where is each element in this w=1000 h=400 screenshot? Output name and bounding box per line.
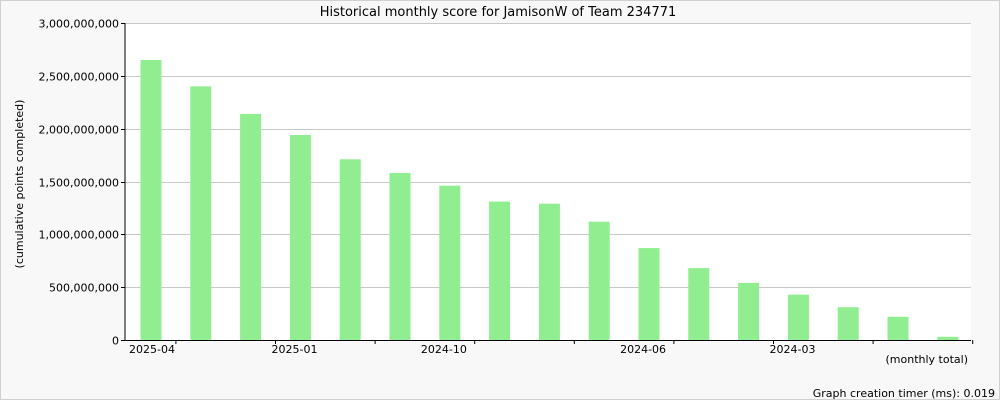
bar-2023-12 bbox=[937, 336, 959, 340]
x-axis-label: (monthly total) bbox=[886, 353, 969, 366]
y-tick-label: 2,500,000,000 bbox=[39, 71, 119, 84]
bar-2025-02 bbox=[240, 113, 262, 341]
bar-2024-02 bbox=[837, 307, 859, 340]
y-tick-label: 3,000,000,000 bbox=[39, 18, 119, 31]
y-tick-label: 1,500,000,000 bbox=[39, 177, 119, 190]
bar-2024-12 bbox=[339, 159, 361, 340]
bars bbox=[140, 60, 959, 341]
bar-2025-01 bbox=[289, 135, 311, 340]
bar-2024-08 bbox=[538, 203, 560, 340]
y-tick-label: 1,000,000,000 bbox=[39, 229, 119, 242]
y-axis-ticks: 0 500,000,000 1,000,000,000 1,500,000,000 2,… bbox=[39, 18, 125, 348]
bar-2025-03 bbox=[190, 86, 212, 341]
x-tick-label: 2024-03 bbox=[770, 343, 816, 356]
bar-2024-09 bbox=[489, 201, 511, 340]
graph-timer-text: Graph creation timer (ms): 0.019 bbox=[813, 387, 995, 399]
bar-2024-07 bbox=[588, 221, 610, 340]
x-tick-label: 2025-01 bbox=[272, 343, 318, 356]
x-tick-label: 2024-10 bbox=[421, 343, 467, 356]
x-tick-label: 2024-06 bbox=[620, 343, 666, 356]
chart-title: Historical monthly score for JamisonW of… bbox=[320, 5, 677, 20]
bar-2025-04 bbox=[140, 60, 162, 340]
y-tick-label: 0 bbox=[112, 335, 119, 348]
bar-2024-06 bbox=[638, 248, 660, 340]
y-axis-label: (cumulative points completed) bbox=[13, 100, 26, 269]
x-tick-label: 2025-04 bbox=[129, 343, 175, 356]
x-axis-ticks: 2025-04 2025-01 2024-10 2024-06 2024-03 bbox=[129, 340, 974, 356]
bar-2024-05 bbox=[688, 268, 710, 340]
bar-2024-01 bbox=[887, 316, 909, 340]
y-tick-label: 2,000,000,000 bbox=[39, 124, 119, 137]
bar-2024-10 bbox=[439, 185, 461, 340]
bar-2024-04 bbox=[738, 282, 760, 340]
bar-2024-11 bbox=[389, 173, 411, 340]
y-tick-label: 500,000,000 bbox=[49, 282, 119, 295]
bar-2024-03 bbox=[787, 294, 809, 340]
